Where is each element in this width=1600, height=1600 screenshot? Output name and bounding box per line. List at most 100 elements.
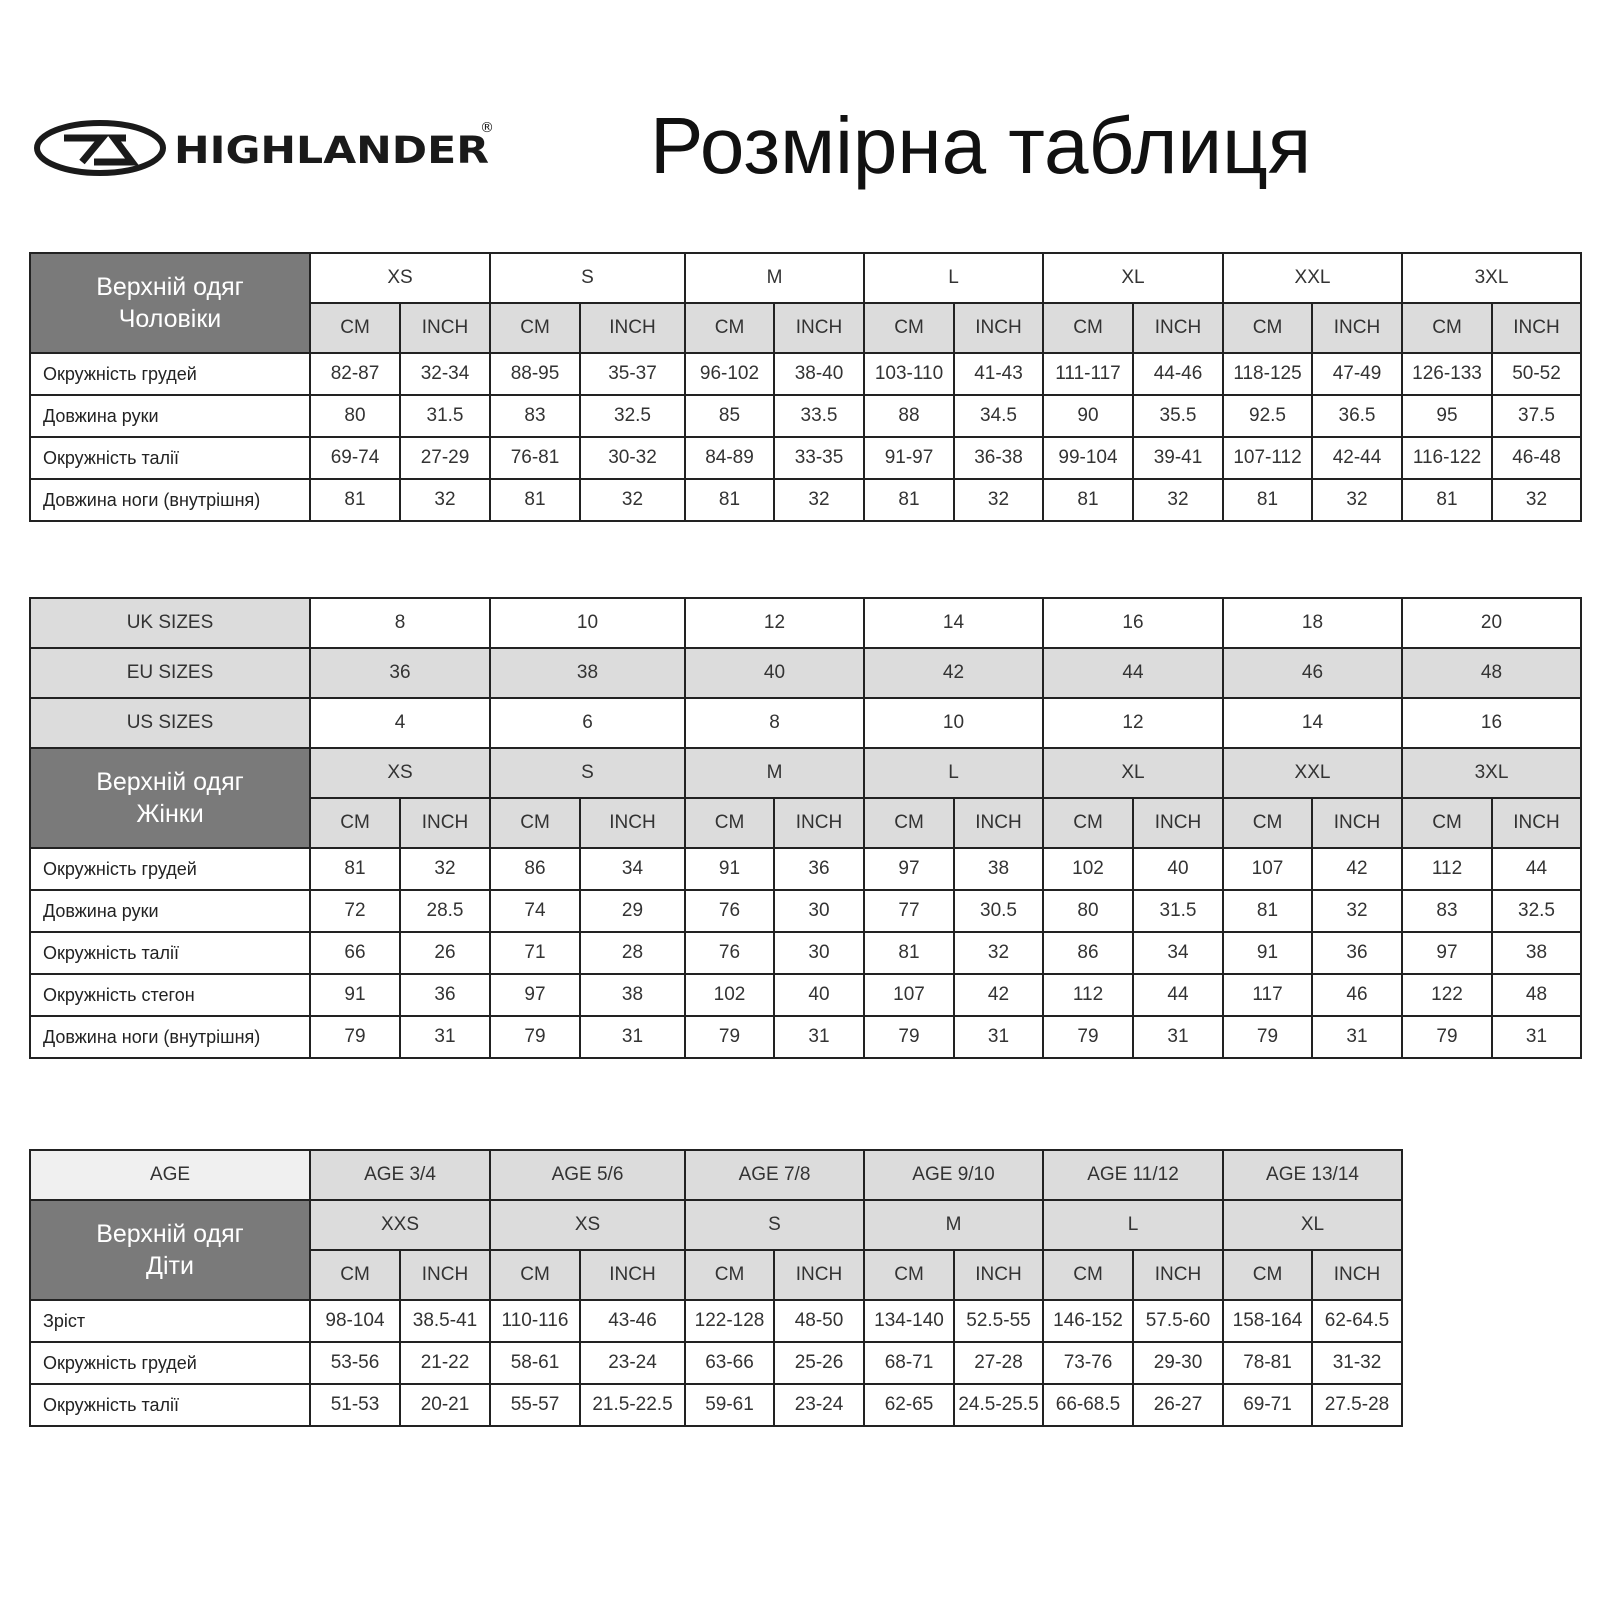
table-cell: 112 bbox=[1401, 847, 1493, 891]
unit-inch: INCH bbox=[773, 302, 865, 354]
category-title: Жінки bbox=[136, 800, 204, 828]
table-cell: 78-81 bbox=[1222, 1341, 1313, 1385]
table-cell: 31 bbox=[953, 1015, 1044, 1059]
age-row: AGE AGE 3/4 AGE 5/6 AGE 7/8 AGE 9/10 AGE 11/1… bbox=[29, 1149, 1403, 1201]
unit-cm: CM bbox=[309, 797, 401, 849]
table-cell: 37.5 bbox=[1491, 394, 1582, 438]
table-cell: 33-35 bbox=[773, 436, 865, 480]
table-cell: 59-61 bbox=[684, 1383, 775, 1427]
table-cell: 31.5 bbox=[1132, 889, 1224, 933]
table-cell: 82-87 bbox=[309, 352, 401, 396]
category-title-cell: Верхній одяг Чоловіки bbox=[29, 252, 311, 354]
table-cell: 32 bbox=[1491, 478, 1582, 522]
table-cell: 107-112 bbox=[1222, 436, 1313, 480]
size-header: L bbox=[863, 747, 1044, 799]
table-cell: 85 bbox=[684, 394, 775, 438]
table-cell: 107 bbox=[863, 973, 955, 1017]
table-cell: 63-66 bbox=[684, 1341, 775, 1385]
table-cell: 81 bbox=[863, 478, 955, 522]
conversion-value: 10 bbox=[489, 597, 686, 649]
table-cell: 72 bbox=[309, 889, 401, 933]
measurement-label: Довжина ноги (внутрішня) bbox=[29, 478, 311, 522]
category-title: Верхній одяг bbox=[96, 768, 244, 796]
size-header: L bbox=[1042, 1199, 1224, 1251]
conversion-label: US SIZES bbox=[29, 697, 311, 749]
table-cell: 79 bbox=[1042, 1015, 1134, 1059]
unit-cm: CM bbox=[684, 1249, 775, 1301]
unit-inch: INCH bbox=[953, 302, 1044, 354]
table-cell: 99-104 bbox=[1042, 436, 1134, 480]
table-cell: 96-102 bbox=[684, 352, 775, 396]
size-header: XL bbox=[1042, 747, 1224, 799]
conversion-value: 48 bbox=[1401, 647, 1582, 699]
table-cell: 81 bbox=[1401, 478, 1493, 522]
measurement-row: Окружність стегон 91 36 97 38 102 40 107 42 112 44… bbox=[29, 973, 1582, 1017]
measurement-label: Довжина руки bbox=[29, 394, 311, 438]
table-cell: 79 bbox=[1401, 1015, 1493, 1059]
table-cell: 27.5-28 bbox=[1311, 1383, 1403, 1427]
table-cell: 111-117 bbox=[1042, 352, 1134, 396]
unit-cm: CM bbox=[1222, 1249, 1313, 1301]
table-cell: 79 bbox=[309, 1015, 401, 1059]
conversion-value: 18 bbox=[1222, 597, 1403, 649]
table-cell: 81 bbox=[309, 478, 401, 522]
measurement-row: Довжина ноги (внутрішня) 81 32 81 32 81 32 81 32… bbox=[29, 478, 1582, 522]
conversion-value: 8 bbox=[684, 697, 865, 749]
conversion-value: 12 bbox=[1042, 697, 1224, 749]
unit-cm: CM bbox=[1222, 797, 1313, 849]
table-cell: 32 bbox=[579, 478, 686, 522]
table-cell: 32 bbox=[773, 478, 865, 522]
table-cell: 81 bbox=[1042, 478, 1134, 522]
table-cell: 77 bbox=[863, 889, 955, 933]
table-cell: 31 bbox=[579, 1015, 686, 1059]
table-cell: 91 bbox=[684, 847, 775, 891]
measurement-label: Окружність грудей bbox=[29, 847, 311, 891]
measurement-row: Окружність талії 51-53 20-21 55-57 21.5-22.5… bbox=[29, 1383, 1403, 1427]
unit-inch: INCH bbox=[1491, 797, 1582, 849]
table-cell: 83 bbox=[1401, 889, 1493, 933]
unit-cm: CM bbox=[489, 302, 581, 354]
unit-inch: INCH bbox=[399, 302, 491, 354]
unit-cm: CM bbox=[684, 797, 775, 849]
unit-inch: INCH bbox=[1132, 302, 1224, 354]
table-cell: 97 bbox=[1401, 931, 1493, 975]
table-cell: 158-164 bbox=[1222, 1299, 1313, 1343]
table-cell: 86 bbox=[1042, 931, 1134, 975]
table-cell: 38 bbox=[1491, 931, 1582, 975]
table-cell: 62-65 bbox=[863, 1383, 955, 1427]
table-cell: 98-104 bbox=[309, 1299, 401, 1343]
measurement-row: Довжина руки 80 31.5 83 32.5 85 33.5 88 34.5 90 35… bbox=[29, 394, 1582, 438]
unit-cm: CM bbox=[489, 1249, 581, 1301]
unit-inch: INCH bbox=[1491, 302, 1582, 354]
table-cell: 126-133 bbox=[1401, 352, 1493, 396]
measurement-row: Окружність талії 69-74 27-29 76-81 30-32 84-8… bbox=[29, 436, 1582, 480]
table-cell: 46-48 bbox=[1491, 436, 1582, 480]
highlander-logo: HIGHLANDER ® bbox=[34, 118, 504, 182]
table-cell: 40 bbox=[1132, 847, 1224, 891]
table-cell: 71 bbox=[489, 931, 581, 975]
table-cell: 31-32 bbox=[1311, 1341, 1403, 1385]
table-cell: 26 bbox=[399, 931, 491, 975]
unit-inch: INCH bbox=[773, 1249, 865, 1301]
table-cell: 38 bbox=[579, 973, 686, 1017]
table-cell: 21-22 bbox=[399, 1341, 491, 1385]
conversion-value: 8 bbox=[309, 597, 491, 649]
table-cell: 134-140 bbox=[863, 1299, 955, 1343]
table-cell: 80 bbox=[1042, 889, 1134, 933]
table-cell: 112 bbox=[1042, 973, 1134, 1017]
table-cell: 38-40 bbox=[773, 352, 865, 396]
measurement-row: Довжина руки 72 28.5 74 29 76 30 77 30.5 80 31.5 81… bbox=[29, 889, 1582, 933]
size-conversion-row: UK SIZES 8 10 12 14 16 18 20 bbox=[29, 597, 1582, 649]
page-title: Розмірна таблиця bbox=[650, 101, 1312, 190]
table-cell: 40 bbox=[773, 973, 865, 1017]
unit-inch: INCH bbox=[1132, 797, 1224, 849]
size-header-row: Верхній одяг Чоловіки XS S M L XL XXL 3XL bbox=[29, 252, 1582, 354]
men-size-table: Верхній одяг Чоловіки XS S M L XL XXL 3XL CM INCH C… bbox=[29, 252, 1582, 522]
unit-inch: INCH bbox=[953, 797, 1044, 849]
table-cell: 34 bbox=[1132, 931, 1224, 975]
table-cell: 81 bbox=[1222, 478, 1313, 522]
measurement-label: Окружність стегон bbox=[29, 973, 311, 1017]
age-header: AGE 13/14 bbox=[1222, 1149, 1403, 1201]
conversion-label: UK SIZES bbox=[29, 597, 311, 649]
table-cell: 69-74 bbox=[309, 436, 401, 480]
